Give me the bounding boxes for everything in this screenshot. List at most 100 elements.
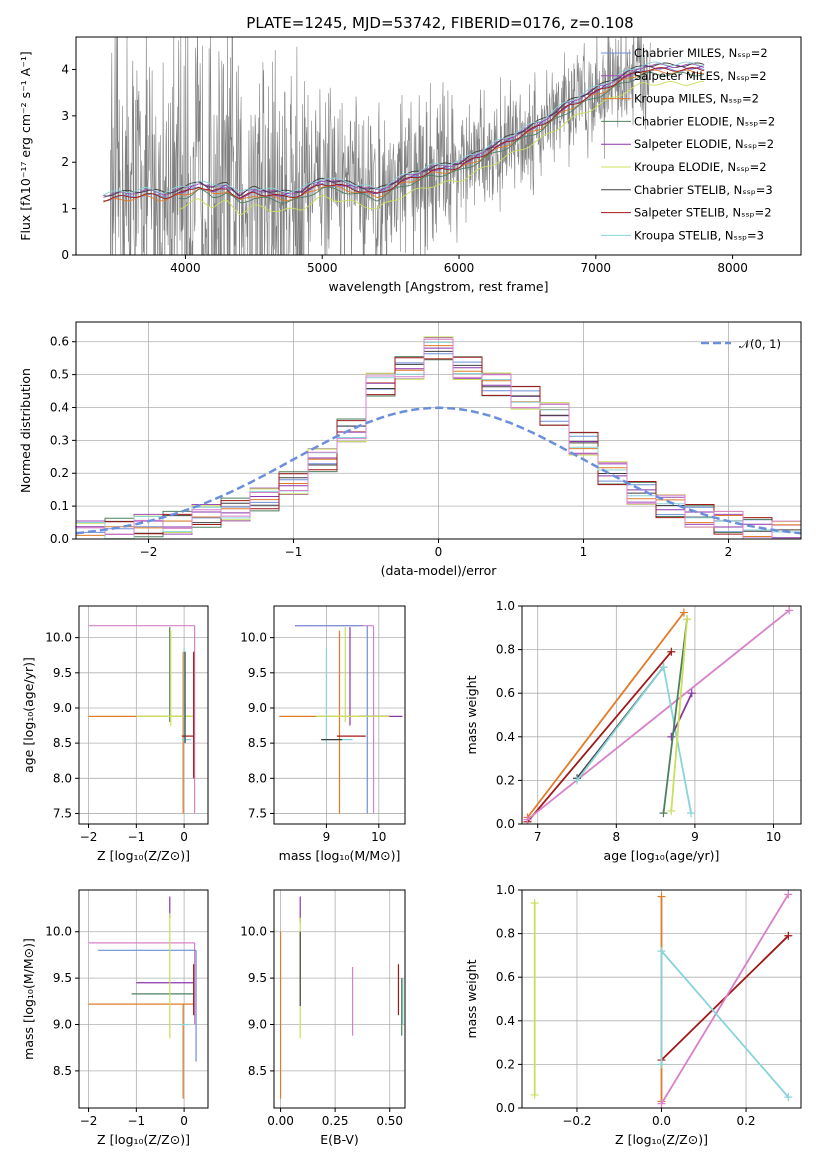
legend-entry: Salpeter MILES, Nₛₛₚ=2: [634, 69, 767, 83]
x-tick-label: 9: [691, 830, 699, 844]
y-axis-label: Flux [fλ10⁻¹⁷ erg cm⁻² s⁻¹ A⁻¹]: [18, 51, 33, 240]
x-tick-label: 0.2: [736, 1114, 755, 1128]
spectrum-chart: 4000 5000 6000 7000 8000 0 1 2 3 4 wavelength [Ang…: [18, 36, 802, 294]
mass-weight-line: [660, 893, 790, 1105]
data-point-marker: [784, 1093, 793, 1102]
model-spectrum-chabrier-stelib: [103, 62, 705, 197]
model-spectrum-kroupa-elodie: [178, 81, 704, 216]
y-tick-label: 0.0: [496, 817, 515, 831]
y-tick-label: 9.5: [248, 971, 267, 985]
data-point-marker: [785, 606, 794, 615]
x-tick-label: 0: [180, 830, 188, 844]
data-point-marker: [784, 890, 793, 899]
residual-histogram: [76, 356, 801, 539]
legend-entry: Salpeter ELODIE, Nₛₛₚ=2: [634, 137, 774, 151]
mass-vs-metallicity-chart: −2 −1 0 8.5 9.0 9.5 10.0 Z [log₁₀(Z/Z⊙)] mass [l…: [21, 889, 209, 1147]
x-axis-label: (data-model)/error: [381, 563, 498, 578]
y-tick-label: 1: [61, 202, 69, 216]
y-tick-label: 7.5: [248, 806, 267, 820]
legend-entry: Chabrier MILES, Nₛₛₚ=2: [634, 46, 768, 60]
y-axis-label: mass weight: [464, 959, 479, 1038]
model-spectrum-chabrier-elodie: [178, 71, 705, 204]
mass-weight-line: [526, 651, 672, 823]
plot-frame: [75, 36, 802, 256]
legend-entry: Kroupa MILES, Nₛₛₚ=2: [634, 92, 759, 106]
data-point-marker: [659, 809, 668, 818]
data-point-marker: [679, 608, 688, 617]
y-tick-label: 0.4: [496, 730, 515, 744]
y-tick-label: 0.6: [496, 970, 515, 984]
y-tick-label: 8.5: [248, 1064, 267, 1078]
y-tick-label: 0.0: [496, 1101, 515, 1115]
age-vs-metallicity-chart: −2 −1 0 7.5 8.0 8.5 9.0 9.5 10.0 Z [log₁₀(Z/Z⊙)] a…: [21, 605, 209, 863]
y-tick-label: 9.5: [248, 666, 267, 680]
x-tick-label: −2: [80, 1114, 98, 1128]
y-tick-label: 10.0: [240, 631, 267, 645]
data-point-marker: [657, 947, 666, 956]
y-axis-label: age [log₁₀(age/yr)]: [21, 657, 36, 773]
x-tick-label: 9: [323, 830, 331, 844]
y-tick-label: 10.0: [240, 925, 267, 939]
residuals-chart: −2 −1 0 1 2 0.0 0.1 0.2 0.3 0.4 0.5 0.6 (data-model)…: [18, 321, 802, 578]
y-tick-label: 0.5: [50, 368, 69, 382]
x-tick-label: 2: [725, 545, 733, 559]
mass-vs-ebv-chart: 0.00 0.25 0.50 8.5 9.0 9.5 10.0 E(B-V): [240, 889, 406, 1147]
weight-vs-metallicity-chart: −0.2 0.0 0.2 0.0 0.2 0.4 0.6 0.8 1.0 Z [log₁₀(Z/Z…: [464, 883, 802, 1147]
plot-area: [279, 896, 404, 1099]
y-tick-label: 9.0: [53, 701, 72, 715]
plot-frame: [273, 605, 406, 825]
x-axis-label: age [log₁₀(age/yr)]: [604, 848, 720, 863]
y-tick-label: 10.0: [45, 925, 72, 939]
mass-weight-line: [670, 619, 688, 811]
plot-frame: [521, 605, 802, 825]
plot-area: [88, 896, 197, 1099]
mass-weight-line: [662, 618, 688, 814]
y-tick-label: 8.0: [53, 771, 72, 785]
data-point-marker: [530, 1090, 539, 1099]
legend-entry: Chabrier STELIB, Nₛₛₚ=3: [634, 183, 773, 197]
plot-frame: [78, 889, 209, 1109]
x-axis-label: mass [log₁₀(M/M⊙)]: [279, 848, 401, 863]
y-tick-label: 0.8: [496, 927, 515, 941]
data-point-marker: [657, 1099, 666, 1108]
y-tick-label: 4: [61, 62, 69, 76]
y-tick-label: 0.2: [496, 1057, 515, 1071]
x-tick-label: 10: [766, 830, 781, 844]
y-tick-label: 8.5: [248, 736, 267, 750]
x-tick-label: 8000: [717, 261, 748, 275]
y-tick-label: 10.0: [45, 631, 72, 645]
y-tick-label: 8.5: [53, 1064, 72, 1078]
legend-entry: 𝒩(0, 1): [739, 337, 781, 351]
plot-area: [103, 37, 705, 255]
y-axis-label: mass weight: [464, 675, 479, 754]
data-point-marker: [667, 647, 676, 656]
x-tick-label: −0.2: [562, 1114, 591, 1128]
mass-weight-line: [660, 950, 789, 1098]
weight-vs-age-chart: 7 8 9 10 0.0 0.2 0.4 0.6 0.8 1.0 age [log₁₀(age/yr…: [464, 599, 802, 863]
y-tick-label: 0.6: [50, 335, 69, 349]
y-tick-label: 8.0: [248, 771, 267, 785]
x-tick-label: 0.50: [376, 1114, 403, 1128]
data-point-marker: [687, 689, 696, 698]
x-tick-label: 7000: [581, 261, 612, 275]
y-tick-label: 0.8: [496, 643, 515, 657]
x-tick-label: 6000: [444, 261, 475, 275]
plot-area: [76, 336, 801, 539]
y-tick-label: 0.6: [496, 686, 515, 700]
plot-frame: [273, 889, 406, 1109]
data-point-marker: [657, 892, 666, 901]
legend-entry: Chabrier ELODIE, Nₛₛₚ=2: [634, 114, 775, 128]
data-point-marker: [657, 1060, 666, 1069]
plot-area: [279, 625, 403, 814]
y-tick-label: 8.5: [53, 736, 72, 750]
mass-weight-line: [576, 664, 692, 814]
plot-area: [530, 890, 793, 1108]
y-tick-label: 9.0: [248, 701, 267, 715]
data-point-marker: [523, 815, 532, 824]
y-axis-label: mass [log₁₀(M/M⊙)]: [21, 938, 36, 1060]
y-tick-label: 9.5: [53, 971, 72, 985]
residual-histogram: [76, 338, 801, 539]
data-point-marker: [573, 776, 582, 785]
residual-histogram: [76, 356, 801, 539]
